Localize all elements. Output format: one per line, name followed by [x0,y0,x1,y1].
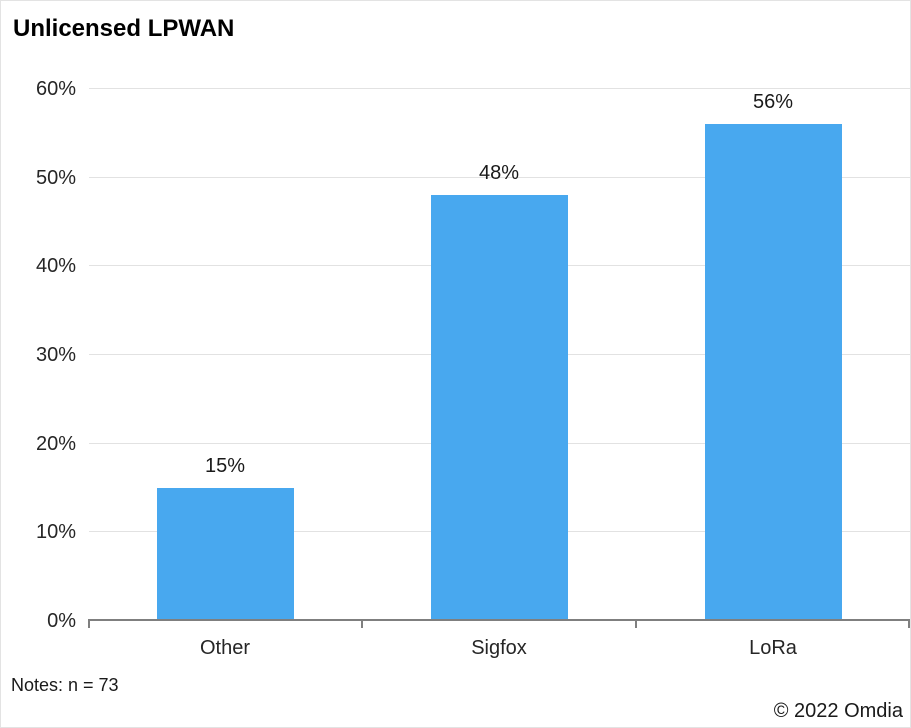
x-axis-tick [908,621,910,628]
bar-lora [704,124,842,621]
chart-title: Unlicensed LPWAN [13,15,235,42]
bar-value-label: 15% [204,455,246,477]
bar-value-label: 48% [478,162,520,185]
x-axis-tick [88,621,90,628]
y-axis-tick-label: 50% [35,166,76,189]
gridline [89,88,910,89]
y-axis-tick-label: 40% [35,255,76,278]
y-axis-tick-label: 60% [35,78,76,100]
y-axis-tick-label: 10% [35,521,76,544]
bar-other [156,488,294,621]
x-axis-tick [361,621,363,628]
copyright-text: © 2022 Omdia [773,700,903,722]
plot-area: 0% 10% 20% 30% 40% 50% 60% 15% Other 48% Sigfox 56%… [36,78,910,659]
x-axis-category-label: Other [199,637,251,659]
bar-sigfox [430,195,568,621]
y-axis-tick-label: 20% [35,432,76,455]
x-axis-category-label: LoRa [749,637,797,659]
y-axis-tick-label: 30% [35,344,76,366]
chart-notes: Notes: n = 73 [11,675,119,695]
x-axis-line [88,619,910,621]
gridline [89,176,910,178]
bar-value-label: 56% [752,91,794,114]
x-axis-tick [635,621,637,628]
y-axis-tick-label: 0% [47,610,76,632]
x-axis-category-label: Sigfox [471,637,527,659]
